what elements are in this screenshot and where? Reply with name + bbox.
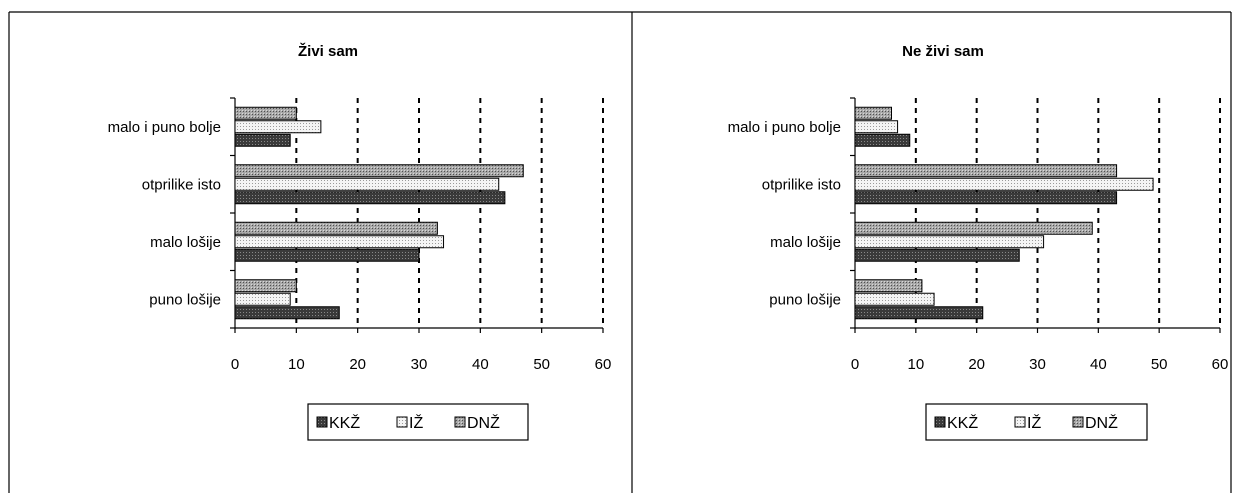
bar-kkz-malo-losije	[854, 248, 1020, 262]
bar-dnz-otprilike-isto	[234, 164, 524, 178]
bar-dnz-otprilike-isto	[854, 164, 1118, 178]
bar-dnz-puno-losije	[854, 279, 923, 293]
bar-iz-puno-losije	[234, 292, 291, 306]
bar-iz-otprilike-isto	[234, 177, 500, 191]
category-label-malo-losije: malo lošije	[770, 234, 841, 251]
bar-dnz-malo-losije	[234, 221, 438, 235]
legend: KKŽ IŽ DNŽ	[307, 403, 529, 441]
legend-swatch-iz	[1014, 416, 1026, 428]
chart-panel-zivi-sam: Živi sam 0 10 20 30 40 50 60 malo i puno bolje o…	[108, 42, 612, 441]
frame	[8, 11, 1232, 493]
legend-swatch-iz	[396, 416, 408, 428]
bar-dnz-malo-losije	[854, 221, 1093, 235]
bar-kkz-puno-losije	[854, 306, 984, 320]
legend-box	[307, 403, 529, 441]
legend-swatch-kkz	[934, 416, 946, 428]
legend-swatch-kkz	[316, 416, 328, 428]
legend-label-iz: IŽ	[1027, 413, 1041, 432]
category-label-malo-i-puno-bolje: malo i puno bolje	[108, 119, 221, 136]
x-tick-label: 40	[1090, 356, 1107, 373]
bar-kkz-puno-losije	[234, 306, 340, 320]
bar-kkz-malo-i-puno-bolje	[854, 133, 911, 147]
category-label-puno-losije: puno lošije	[149, 291, 221, 308]
bar-kkz-otprilike-isto	[234, 191, 506, 205]
bar-iz-malo-i-puno-bolje	[234, 120, 322, 134]
legend: KKŽ IŽ DNŽ	[925, 403, 1148, 441]
x-tick-label: 60	[595, 356, 612, 373]
x-tick-label: 40	[472, 356, 489, 373]
chart-title: Ne živi sam	[902, 43, 984, 60]
x-tick-label: 30	[411, 356, 428, 373]
chart-title: Živi sam	[298, 42, 358, 60]
legend-label-kkz: KKŽ	[329, 413, 360, 432]
category-label-puno-losije: puno lošije	[769, 291, 841, 308]
legend-label-kkz: KKŽ	[947, 413, 978, 432]
bar-iz-malo-losije	[854, 235, 1045, 249]
x-tick-label: 20	[968, 356, 985, 373]
bar-iz-otprilike-isto	[854, 177, 1154, 191]
bar-iz-malo-i-puno-bolje	[854, 120, 899, 134]
legend-swatch-dnz	[454, 416, 466, 428]
bar-iz-malo-losije	[234, 235, 445, 249]
category-label-malo-losije: malo lošije	[150, 234, 221, 251]
x-tick-label: 60	[1212, 356, 1229, 373]
legend-label-dnz: DNŽ	[467, 413, 500, 432]
category-label-malo-i-puno-bolje: malo i puno bolje	[728, 119, 841, 136]
category-label-otprilike-isto: otprilike isto	[762, 176, 841, 193]
bar-iz-puno-losije	[854, 292, 935, 306]
category-label-otprilike-isto: otprilike isto	[142, 176, 221, 193]
bar-dnz-malo-i-puno-bolje	[234, 106, 297, 120]
x-tick-label: 0	[851, 356, 859, 373]
bar-kkz-malo-i-puno-bolje	[234, 133, 291, 147]
x-tick-label: 50	[533, 356, 550, 373]
x-tick-label: 50	[1151, 356, 1168, 373]
legend-box	[925, 403, 1148, 441]
bar-dnz-puno-losije	[234, 279, 297, 293]
x-tick-label: 10	[907, 356, 924, 373]
x-tick-label: 10	[288, 356, 305, 373]
x-tick-label: 0	[231, 356, 239, 373]
x-tick-label: 20	[349, 356, 366, 373]
legend-swatch-dnz	[1072, 416, 1084, 428]
bar-kkz-otprilike-isto	[854, 191, 1118, 205]
legend-label-dnz: DNŽ	[1085, 413, 1118, 432]
bar-kkz-malo-losije	[234, 248, 420, 262]
chart-panel-ne-zivi-sam: Ne živi sam 0 10 20 30 40 50 60 malo i puno bol…	[728, 43, 1229, 441]
x-tick-label: 30	[1029, 356, 1046, 373]
legend-label-iz: IŽ	[409, 413, 423, 432]
bar-dnz-malo-i-puno-bolje	[854, 106, 892, 120]
